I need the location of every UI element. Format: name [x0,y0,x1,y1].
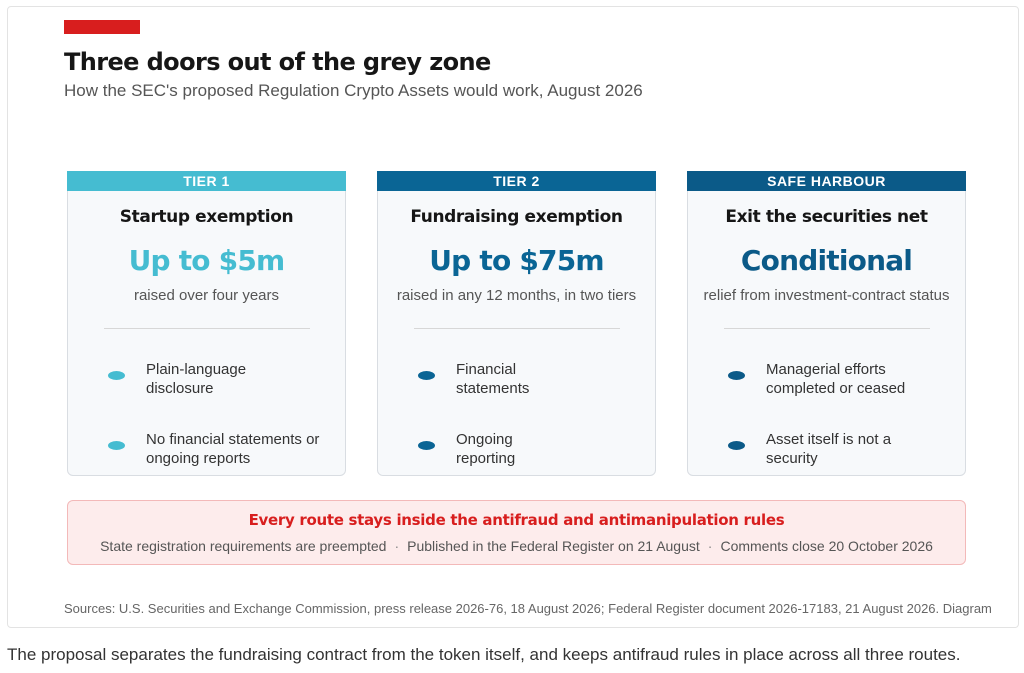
callout-title: Every route stays inside the antifraud a… [248,511,785,529]
point-text: Plain-language disclosure [146,361,247,397]
safe-harbour-point: Managerial efforts completed or ceased [728,360,958,398]
subtitle: How the SEC's proposed Regulation Crypto… [64,81,643,100]
callout-item: Comments close 20 October 2026 [720,538,933,554]
bullet-dot-icon [418,441,435,450]
tier-1-point: No financial statements or ongoing repor… [108,430,338,468]
bullet-dot-icon [418,371,435,380]
safe-harbour-amount: Conditional [740,244,913,277]
tier-2-label: TIER 2 [377,171,656,191]
divider [723,328,930,329]
bullet-dot-icon [108,371,125,380]
divider [103,328,310,329]
tier-2-note: raised in any 12 months, in two tiers [396,287,637,304]
callout-details: State registration requirements are pree… [68,538,965,554]
tier-1-label: TIER 1 [67,171,346,191]
safe-harbour-note: relief from investment-contract status [703,287,950,304]
divider [413,328,620,329]
point-text: Asset itself is not a security [766,431,892,467]
callout-item: State registration requirements are pree… [100,538,387,554]
point-text: Ongoing reporting [456,431,516,467]
safe-harbour-point: Asset itself is not a security [728,430,958,468]
tier-2-point: Ongoing reporting [418,430,648,468]
bullet-dot-icon [728,371,745,380]
tier-2-card: TIER 2 Fundraising exemption Up to $75m … [377,171,656,476]
tier-1-amount: Up to $5m [128,244,286,277]
callout-item: Published in the Federal Register on 21 … [407,538,700,554]
tier-1-name: Startup exemption [119,207,294,227]
bullet-dot-icon [108,441,125,450]
safe-harbour-card: SAFE HARBOUR Exit the securities net Con… [687,171,966,476]
point-text: Managerial efforts completed or ceased [766,361,906,397]
tier-1-note: raised over four years [133,287,280,304]
antifraud-callout: Every route stays inside the antifraud a… [67,500,966,565]
safe-harbour-label: SAFE HARBOUR [687,171,966,191]
tier-2-amount: Up to $75m [429,244,604,277]
article-caption: The proposal separates the fundraising c… [7,645,961,664]
tier-1-card: TIER 1 Startup exemption Up to $5m raise… [67,171,346,476]
separator-dot: · [394,538,400,554]
point-text: No financial statements or ongoing repor… [146,431,320,467]
safe-harbour-name: Exit the securities net [725,207,928,227]
separator-dot: · [707,538,713,554]
tier-2-name: Fundraising exemption [410,207,623,227]
bullet-dot-icon [728,441,745,450]
headline: Three doors out of the grey zone [64,48,491,76]
infographic-card: Three doors out of the grey zone How the… [7,6,1019,628]
tier-2-point: Financial statements [418,360,648,398]
accent-bar [64,20,140,34]
tier-1-point: Plain-language disclosure [108,360,338,398]
point-text: Financial statements [456,361,530,397]
sources-note: Sources: U.S. Securities and Exchange Co… [64,601,992,616]
